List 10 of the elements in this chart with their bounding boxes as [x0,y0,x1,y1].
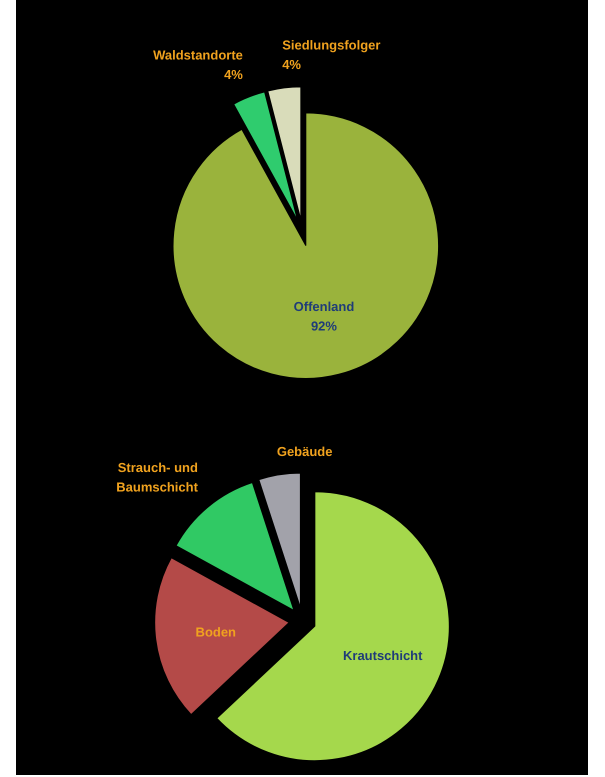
data-label: 4% [224,67,244,82]
data-label: 4% [282,57,302,72]
data-label: 92% [310,318,338,334]
slice-label: Gebäude [276,444,332,459]
slice-label: Siedlungsfolger [282,38,380,53]
slice-label: Krautschicht [342,648,424,664]
slice-label: Boden [196,624,236,640]
slice-label: Strauch- und Baumschicht [116,460,199,494]
slice-label: Offenland [294,299,354,314]
slice-label: Waldstandorte [153,48,243,63]
